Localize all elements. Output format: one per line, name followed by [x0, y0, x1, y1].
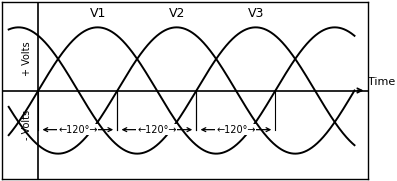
Text: ←120°→: ←120°→: [58, 125, 98, 135]
Text: V2: V2: [168, 7, 185, 20]
Text: + Volts: + Volts: [22, 42, 32, 76]
Text: ←120°→: ←120°→: [216, 125, 256, 135]
Text: Time: Time: [368, 77, 395, 87]
Text: ←120°→: ←120°→: [137, 125, 177, 135]
Text: V1: V1: [89, 7, 106, 20]
Text: V3: V3: [247, 7, 264, 20]
Text: - Volts: - Volts: [22, 110, 32, 140]
